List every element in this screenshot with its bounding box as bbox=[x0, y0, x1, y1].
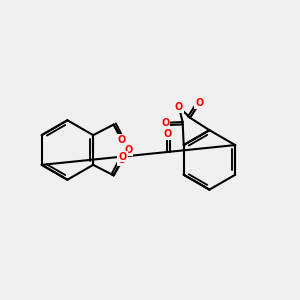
Text: O: O bbox=[195, 98, 203, 108]
Text: O: O bbox=[117, 135, 126, 145]
Text: O: O bbox=[175, 102, 183, 112]
Text: O: O bbox=[124, 145, 133, 155]
Text: O: O bbox=[163, 129, 172, 139]
Text: O: O bbox=[161, 118, 169, 128]
Text: O: O bbox=[117, 155, 126, 165]
Text: O: O bbox=[119, 152, 127, 161]
